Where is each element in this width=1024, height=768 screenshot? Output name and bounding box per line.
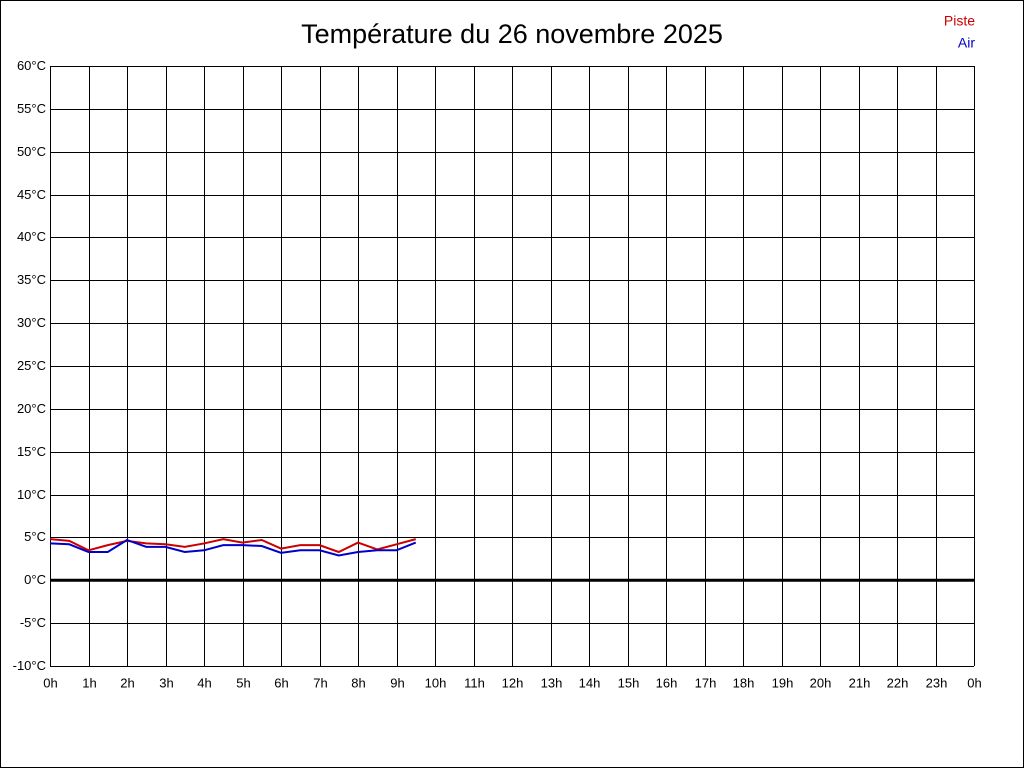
chart-title: Température du 26 novembre 2025 [301,19,723,49]
y-tick-label: 25°C [17,358,46,373]
y-tick-label: 20°C [17,401,46,416]
x-tick-label: 11h [464,675,485,690]
y-tick-label: 50°C [17,144,46,159]
y-tick-label: 40°C [17,229,46,244]
y-tick-label: 60°C [17,58,46,73]
x-tick-label: 6h [274,675,288,690]
x-tick-label: 9h [390,675,404,690]
x-tick-label: 15h [618,675,640,690]
x-tick-label: 7h [313,675,327,690]
x-tick-label: 20h [810,675,832,690]
x-tick-label: 5h [236,675,250,690]
x-tick-label: 1h [82,675,96,690]
x-tick-label: 2h [120,675,134,690]
x-tick-label: 22h [887,675,909,690]
x-tick-label: 23h [926,675,948,690]
x-tick-label: 13h [541,675,563,690]
x-tick-label: 18h [733,675,755,690]
y-tick-label: 15°C [17,444,46,459]
x-tick-label: 8h [351,675,365,690]
y-tick-label: -5°C [20,615,46,630]
legend-entry: Piste [944,13,975,29]
y-tick-label: 0°C [24,572,46,587]
legend-entry: Air [958,35,975,51]
x-tick-label: 16h [656,675,678,690]
x-tick-label: 10h [425,675,447,690]
x-tick-label: 17h [695,675,717,690]
x-tick-label: 0h [43,675,57,690]
x-tick-label: 21h [849,675,871,690]
series-line [49,538,417,554]
x-tick-label: 19h [772,675,794,690]
x-tick-label: 3h [159,675,173,690]
y-tick-label: 35°C [17,272,46,287]
x-tick-label: 0h [967,675,981,690]
y-tick-label: -10°C [13,658,46,673]
series-line [49,538,417,557]
y-tick-label: 55°C [17,101,46,116]
x-tick-label: 14h [579,675,601,690]
x-tick-label: 12h [502,675,524,690]
y-tick-label: 10°C [17,487,46,502]
y-tick-label: 30°C [17,315,46,330]
y-tick-label: 5°C [24,529,46,544]
y-tick-label: 45°C [17,187,46,202]
x-tick-label: 4h [197,675,211,690]
